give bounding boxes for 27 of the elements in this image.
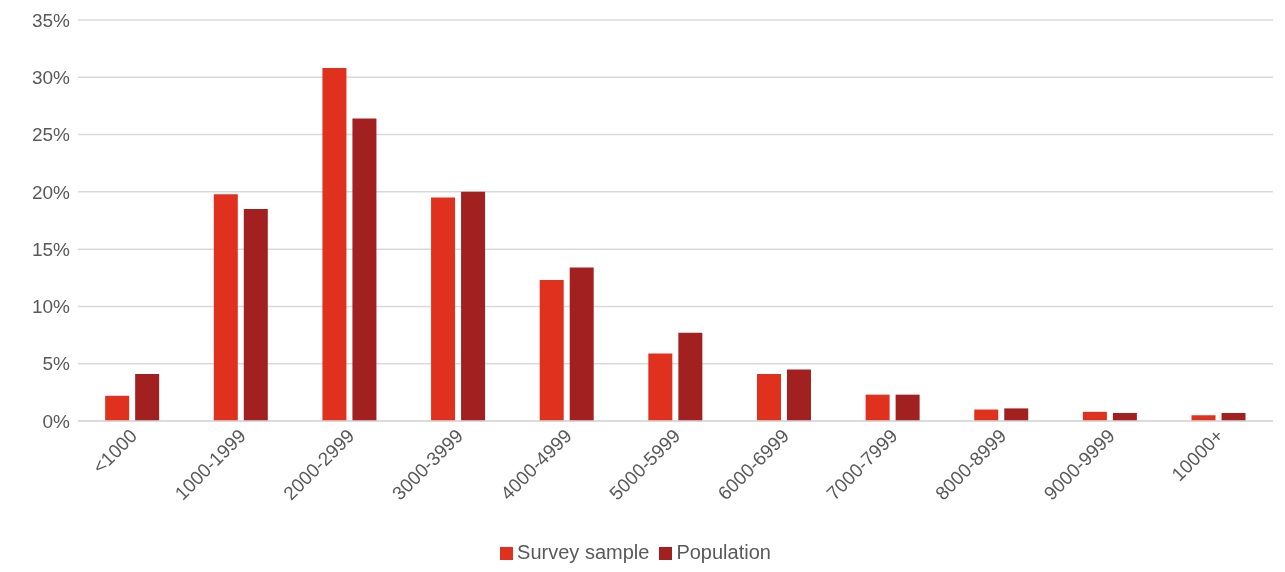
bar [1004,408,1029,421]
y-tick-label: 0% [42,410,71,432]
bar [756,374,781,421]
bar [213,194,238,421]
y-tick-label: 35% [31,9,71,31]
y-tick-label: 25% [31,124,71,146]
bar [539,280,564,421]
bar [865,394,890,421]
y-tick-label: 10% [31,296,71,318]
bar [243,209,268,421]
bar [569,267,594,421]
legend-label: Population [676,541,771,563]
bar [105,395,130,421]
bar [648,353,673,421]
bar [461,191,486,421]
y-tick-label: 30% [31,67,71,89]
y-tick-label: 15% [31,238,71,260]
bar [431,197,456,421]
y-tick-label: 5% [42,353,71,375]
bar [678,332,703,421]
y-tick-label: 20% [31,181,71,203]
bar [322,68,347,421]
bar [135,374,160,421]
bar [352,118,377,421]
bar [895,394,920,421]
legend-label: Survey sample [517,541,650,563]
bar [786,369,811,421]
